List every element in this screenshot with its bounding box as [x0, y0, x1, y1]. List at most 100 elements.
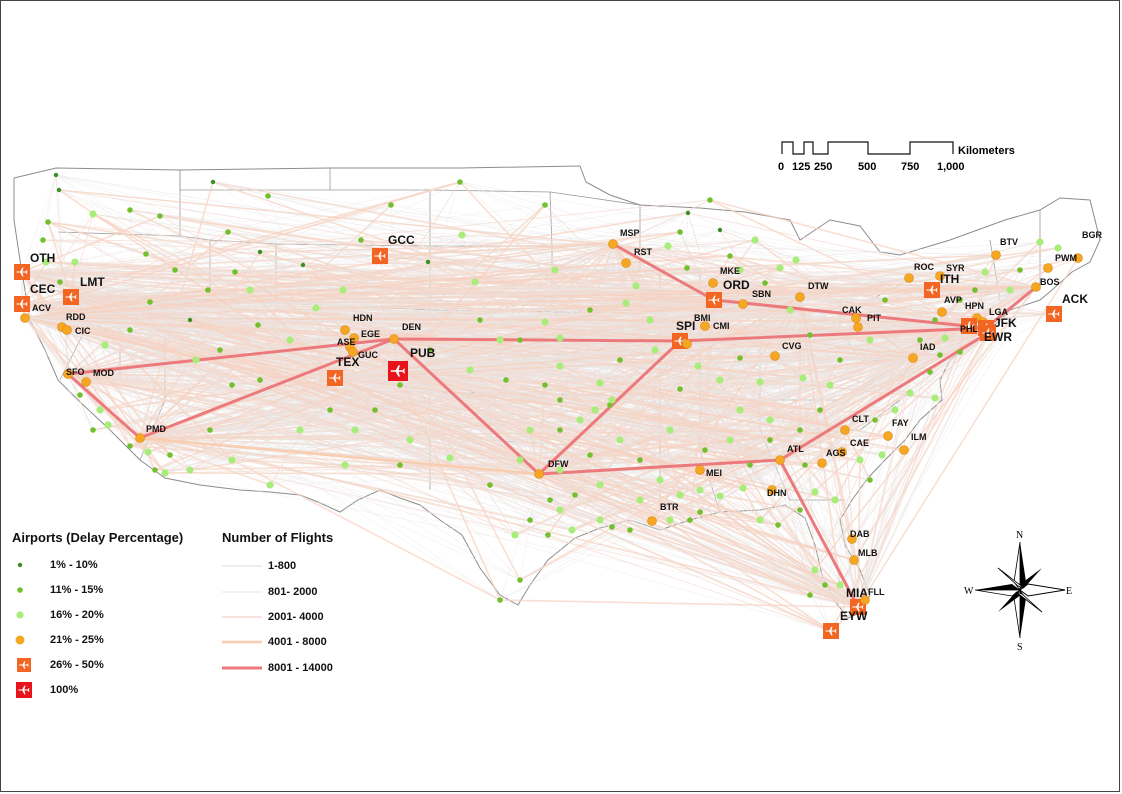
route-line	[799, 296, 836, 501]
scale-bar-line	[781, 141, 954, 155]
airport-fll: FLL	[860, 587, 885, 605]
airport-dot	[817, 407, 823, 413]
legend-label: 4001 - 8000	[268, 636, 327, 648]
route-line	[857, 311, 943, 608]
airport-dot	[609, 524, 615, 530]
airport-bmi: BMI	[682, 313, 711, 349]
compass-west: W	[964, 586, 974, 597]
route-line	[397, 370, 751, 466]
route-line	[334, 338, 395, 379]
airport-label: EGE	[361, 329, 380, 339]
airport-marker	[621, 258, 631, 268]
route-line	[754, 239, 1037, 288]
major-route-line	[537, 458, 782, 476]
route-line	[687, 212, 1037, 288]
airport-dot	[786, 306, 794, 314]
legend-symbol	[14, 682, 38, 698]
airport-dot	[697, 509, 703, 515]
airport-dot	[608, 396, 616, 404]
airport-label: DTW	[808, 281, 829, 291]
route-line	[24, 313, 1055, 319]
route-line	[47, 221, 72, 298]
airport-dot	[836, 581, 844, 589]
airport-cak: CAK	[842, 305, 862, 323]
route-line	[334, 339, 921, 379]
route-line	[987, 313, 1055, 334]
airport-marker	[647, 516, 657, 526]
route-line	[804, 429, 846, 466]
route-line	[334, 267, 781, 379]
airport-marker	[853, 322, 863, 332]
major-route-line	[66, 337, 396, 376]
route-line	[24, 286, 1037, 319]
route-line	[24, 317, 171, 456]
airport-dot	[811, 566, 819, 574]
route-line	[24, 317, 779, 526]
airport-marker	[682, 339, 692, 349]
route-line	[669, 286, 1037, 431]
airport-dot	[1054, 244, 1062, 252]
airport-dot	[161, 469, 169, 477]
route-line	[857, 459, 861, 608]
airport-dot	[339, 286, 347, 294]
airport-dot	[77, 392, 83, 398]
airport-cvg: CVG	[770, 341, 802, 361]
route-line	[334, 326, 859, 379]
airport-dot	[457, 179, 463, 185]
route-line	[24, 285, 637, 319]
legend-symbol	[14, 632, 38, 648]
route-line	[24, 317, 166, 474]
airport-marker	[349, 333, 359, 343]
airport-mke: MKE	[708, 266, 740, 288]
route-line	[334, 377, 516, 536]
airport-dot	[931, 394, 939, 402]
airport-dot	[427, 347, 433, 353]
airport-dot	[152, 467, 158, 473]
scale-tick-0: 0	[778, 161, 784, 173]
airport-dot	[797, 507, 803, 513]
airport-label: MKE	[720, 266, 740, 276]
airport-label: RST	[634, 247, 653, 257]
airport-dot	[246, 286, 254, 294]
compass-north: N	[1016, 530, 1023, 541]
route-line	[67, 344, 106, 375]
airport-label: SYR	[946, 263, 965, 273]
airport-label: ITH	[940, 272, 959, 286]
route-line	[799, 296, 1055, 315]
route-line	[24, 174, 57, 319]
airport-dot	[71, 258, 79, 266]
route-line	[334, 181, 461, 379]
airport-dot	[40, 237, 46, 243]
airport-dot	[856, 456, 864, 464]
airport-dot	[127, 207, 133, 213]
airport-dot	[517, 337, 523, 343]
airport-marker	[348, 347, 358, 357]
airport-label: FAY	[892, 418, 909, 428]
legend-symbol	[14, 557, 38, 573]
airport-dot	[676, 491, 684, 499]
airport-oth: OTH	[14, 251, 55, 280]
airport-dot	[651, 346, 659, 354]
airport-dot	[677, 386, 683, 392]
airport-marker	[1043, 263, 1053, 273]
airport-dot	[576, 416, 584, 424]
airport-pit: PIT	[853, 313, 882, 332]
airport-dot	[736, 406, 744, 414]
airport-dot	[551, 266, 559, 274]
airport-marker	[837, 447, 847, 457]
airport-marker	[20, 313, 30, 323]
compass-east: E	[1066, 586, 1072, 597]
airports-layer: OTH CEC ACV LMT RDD CIC SFO MOD PMD GCC HDN EGE ASEG…	[14, 228, 1103, 639]
route-line	[107, 424, 859, 608]
route-line	[334, 239, 362, 379]
route-line	[21, 303, 501, 601]
airport-marker	[608, 239, 618, 249]
route-line	[302, 264, 399, 372]
airport-marker	[935, 271, 945, 281]
route-line	[397, 370, 821, 411]
airport-dot	[766, 416, 774, 424]
airport-label: ILM	[911, 432, 927, 442]
airport-dot	[397, 382, 403, 388]
flights-legend-row: 8001 - 14000	[222, 660, 362, 676]
route-line	[67, 373, 521, 581]
